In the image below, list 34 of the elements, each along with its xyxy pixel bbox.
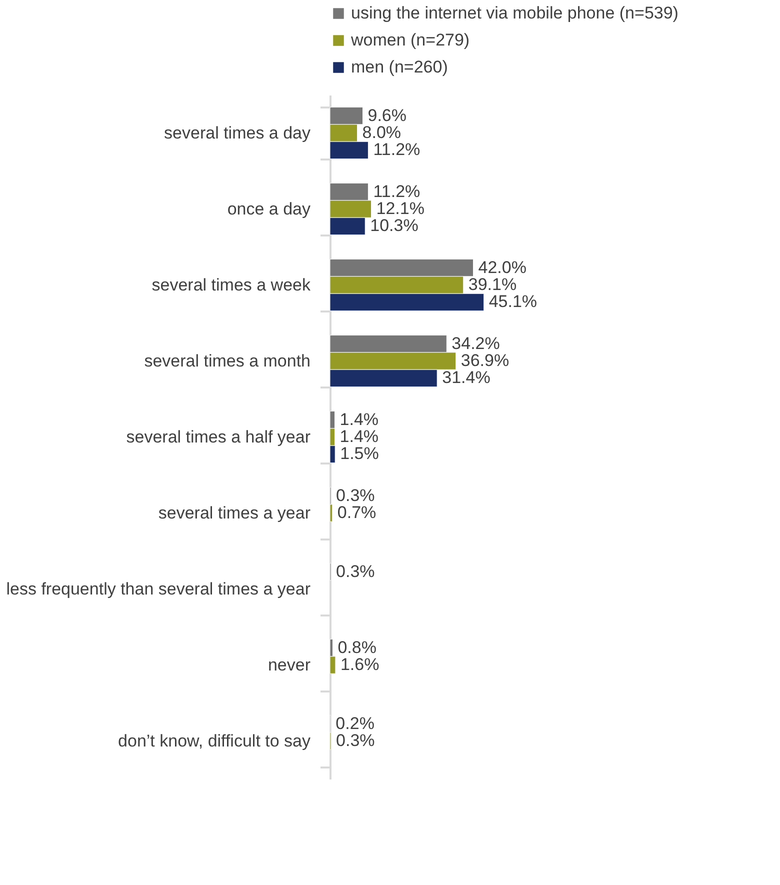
data-label: 0.8%	[338, 638, 376, 657]
data-label: 34.2%	[452, 334, 500, 353]
legend-label: women (n=279)	[350, 30, 470, 50]
y-tick-label: don’t know, difficult to say	[118, 732, 311, 750]
data-label: 9.6%	[368, 106, 406, 125]
data-label: 0.3%	[336, 731, 375, 750]
y-tick-label: less frequently than several times a year	[6, 580, 311, 598]
data-label: 1.6%	[340, 655, 380, 674]
data-label: 1.5%	[340, 444, 379, 464]
data-label: 39.1%	[468, 275, 517, 294]
legend-label: men (n=260)	[351, 58, 448, 76]
data-label: 11.2%	[373, 140, 420, 160]
data-label: 0.2%	[336, 714, 374, 733]
data-label: 0.3%	[336, 486, 375, 505]
data-label: 0.7%	[337, 503, 376, 522]
y-tick-label: several times a week	[152, 276, 311, 294]
data-label: 45.1%	[488, 292, 538, 312]
data-label: 10.3%	[370, 216, 418, 236]
data-label: 42.0%	[478, 258, 526, 277]
y-tick-label: several times a year	[158, 504, 311, 522]
data-label: 31.4%	[442, 368, 490, 388]
data-label: 11.2%	[373, 182, 420, 201]
y-tick-label: never	[268, 656, 311, 674]
data-label: 8.0%	[362, 123, 402, 142]
y-tick-label: several times a half year	[126, 428, 311, 446]
y-tick-label: several times a day	[164, 124, 311, 142]
data-label: 1.4%	[340, 410, 379, 429]
y-tick-label: once a day	[227, 200, 311, 218]
data-label: 0.3%	[336, 562, 375, 581]
data-label: 12.1%	[376, 199, 424, 218]
data-label: 1.4%	[340, 427, 379, 446]
y-tick-label: several times a month	[144, 352, 310, 370]
data-label: 36.9%	[460, 351, 510, 370]
legend-label: using the internet via mobile phone (n=539)	[351, 4, 678, 22]
